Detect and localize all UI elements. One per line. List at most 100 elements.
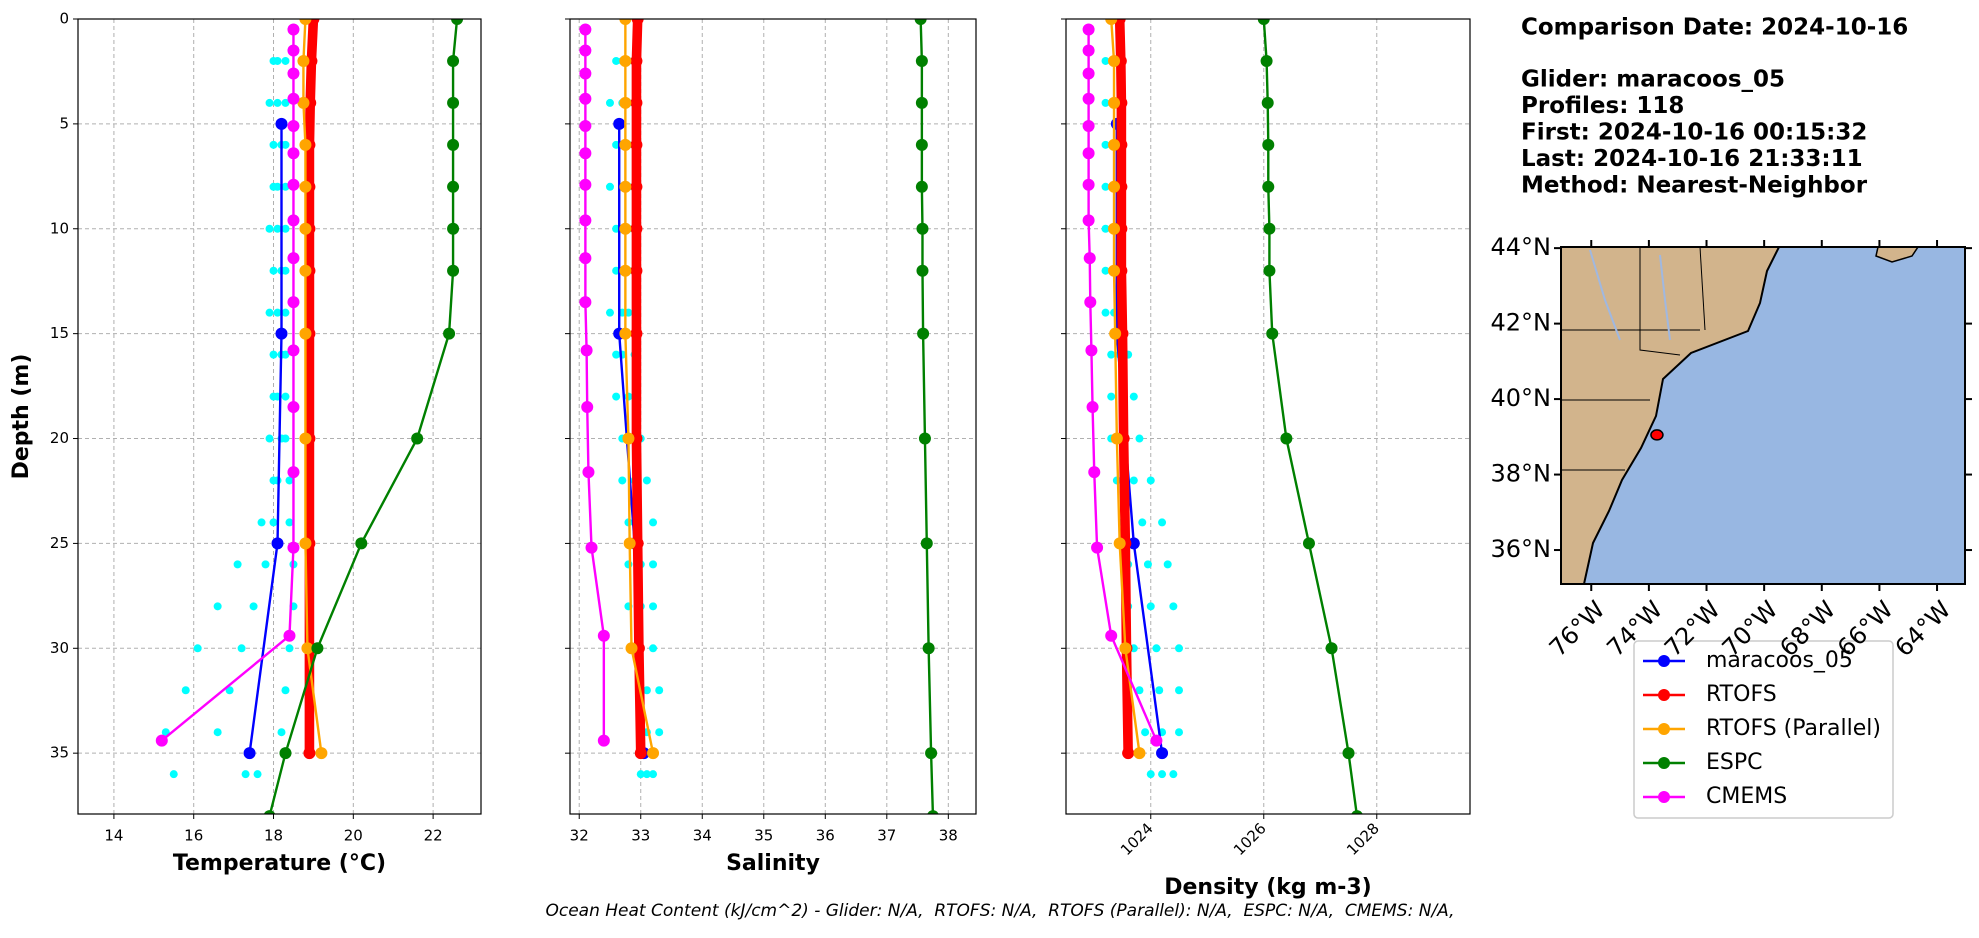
glider-point: [1158, 770, 1167, 779]
profile-marker: [579, 92, 592, 105]
y-tick-label: 20: [50, 429, 69, 447]
profile-marker: [287, 541, 300, 554]
profile-marker: [287, 344, 300, 357]
glider-point: [249, 602, 258, 611]
glider-point: [281, 434, 290, 443]
profile-marker: [630, 96, 643, 109]
legend: maracoos_05 RTOFS RTOFS (Parallel) ESPC CMEM…: [1633, 640, 1894, 819]
map-y-tick-label: 38°N: [1491, 460, 1552, 488]
glider-point: [642, 476, 651, 485]
glider-point: [636, 770, 645, 779]
profile-marker: [579, 67, 592, 80]
profile-marker: [283, 629, 296, 642]
glider-point: [1141, 728, 1150, 737]
profile-marker: [299, 138, 312, 151]
x-axis-label: Density (kg m-3): [1164, 875, 1372, 900]
profile-marker: [619, 180, 632, 193]
profile-marker: [287, 466, 300, 479]
profile-marker: [299, 432, 312, 445]
profile-marker: [447, 180, 460, 193]
profile-marker: [619, 327, 632, 340]
glider-point: [642, 770, 651, 779]
profile-line: [1110, 19, 1141, 754]
legend-label: ESPC: [1706, 750, 1763, 775]
profile-marker: [597, 629, 610, 642]
profile-marker: [1108, 180, 1121, 193]
profile-marker: [925, 747, 938, 760]
glider-point: [225, 686, 234, 695]
glider-point: [1138, 518, 1147, 527]
profile-marker: [914, 19, 927, 25]
profile-marker: [1351, 810, 1363, 814]
legend-label: RTOFS: [1706, 682, 1777, 707]
profile-marker: [447, 96, 460, 109]
glider-point: [1129, 476, 1138, 485]
profile-marker: [647, 747, 660, 760]
x-tick-label: 34: [693, 827, 712, 845]
profile-marker: [1110, 432, 1123, 445]
glider-point: [605, 98, 614, 107]
profile-marker: [579, 119, 592, 132]
glider-point: [281, 308, 290, 317]
profile-line: [1114, 19, 1133, 754]
profile-marker: [613, 117, 626, 130]
profile-marker: [581, 401, 594, 414]
glider-point: [265, 224, 274, 233]
glider-point: [277, 728, 286, 737]
profile-marker: [1082, 178, 1095, 191]
profile-marker: [1260, 54, 1273, 67]
x-tick-label: 36: [816, 827, 835, 845]
profile-marker: [303, 747, 316, 760]
profile-marker: [922, 642, 935, 655]
profile-marker: [1263, 222, 1276, 235]
profile-marker: [155, 734, 168, 747]
map-x-tick-label: 76°W: [1544, 595, 1611, 662]
glider-point: [605, 308, 614, 317]
glider-point: [618, 476, 627, 485]
profile-marker: [579, 296, 592, 309]
profile-marker: [1262, 138, 1275, 151]
profile-marker: [917, 327, 930, 340]
profile-marker: [279, 747, 292, 760]
glider-point: [281, 56, 290, 65]
profile-marker: [275, 327, 288, 340]
profile-marker: [411, 432, 424, 445]
profile-marker: [1122, 747, 1135, 760]
profile-marker: [915, 96, 928, 109]
profile-marker: [1266, 327, 1279, 340]
profile-marker: [1086, 401, 1099, 414]
profile-marker: [1325, 642, 1338, 655]
x-tick-label: 1024: [1117, 819, 1157, 859]
legend-marker: [1658, 791, 1670, 803]
glider-point: [1101, 308, 1110, 317]
glider-point: [655, 728, 664, 737]
x-tick-label: 1026: [1230, 819, 1270, 859]
glider-point: [269, 350, 278, 359]
profile-marker: [297, 96, 310, 109]
profile-marker: [631, 19, 644, 25]
glider-point: [649, 518, 658, 527]
info-line: Method: Nearest-Neighbor: [1521, 173, 1868, 199]
glider-point: [1152, 644, 1161, 653]
profile-marker: [443, 327, 456, 340]
profile-line: [302, 19, 323, 754]
glider-point: [1101, 98, 1110, 107]
profile-marker: [1082, 119, 1095, 132]
profile-line: [1087, 29, 1158, 742]
legend-marker: [1658, 757, 1670, 769]
profile-marker: [1085, 344, 1098, 357]
glider-point: [265, 434, 274, 443]
profile-marker: [271, 537, 284, 550]
y-tick-label: 35: [50, 744, 69, 762]
x-tick-label: 32: [570, 827, 589, 845]
profile-marker: [1082, 214, 1095, 227]
profile-line: [624, 19, 655, 754]
glider-point: [281, 266, 290, 275]
profile-marker: [1263, 264, 1276, 277]
profile-marker: [297, 54, 310, 67]
info-line: First: 2024-10-16 00:15:32: [1521, 120, 1867, 146]
profile-marker: [287, 214, 300, 227]
glider-point: [237, 644, 246, 653]
profile-marker: [287, 147, 300, 160]
glider-point: [1107, 350, 1116, 359]
